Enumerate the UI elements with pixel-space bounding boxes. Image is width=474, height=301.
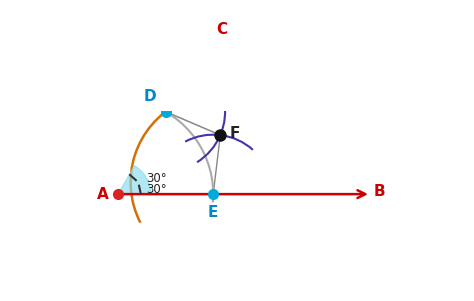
Text: F: F: [229, 126, 240, 141]
Text: B: B: [374, 184, 385, 199]
Text: 30°: 30°: [146, 183, 167, 196]
Text: A: A: [97, 187, 109, 202]
Text: 30°: 30°: [146, 172, 167, 185]
Text: C: C: [216, 22, 228, 37]
Text: D: D: [144, 89, 157, 104]
Polygon shape: [118, 166, 151, 194]
Text: E: E: [208, 205, 219, 219]
